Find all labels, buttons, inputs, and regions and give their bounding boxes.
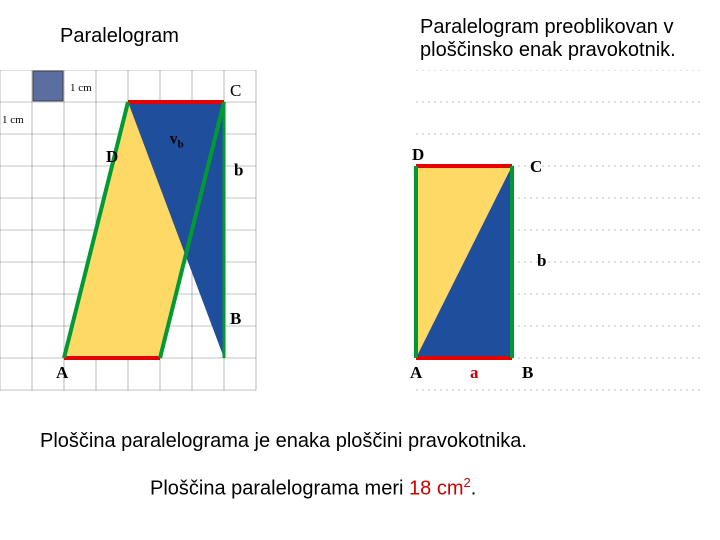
svg-text:1 cm: 1 cm [70, 82, 92, 94]
svg-text:B: B [230, 309, 241, 328]
svg-text:b: b [234, 161, 243, 180]
svg-text:A: A [410, 363, 423, 382]
svg-text:B: B [522, 363, 533, 382]
diagram-area: 1 cm1 cmABCDvbbABCDab [0, 70, 720, 400]
caption-unit: cm [431, 478, 463, 500]
title-right: Paralelogram preoblikovan v ploščinsko e… [420, 16, 700, 62]
caption-value: 18 [409, 478, 431, 500]
caption-line2a: Ploščina paralelograma meri [150, 478, 409, 500]
svg-text:b: b [537, 251, 546, 270]
svg-text:C: C [530, 157, 542, 176]
svg-text:C: C [230, 81, 241, 100]
svg-text:a: a [470, 363, 479, 382]
svg-text:D: D [106, 147, 118, 166]
caption-end: . [471, 478, 477, 500]
svg-text:1 cm: 1 cm [2, 114, 24, 126]
svg-text:A: A [56, 363, 69, 382]
caption-sq: 2 [463, 475, 470, 490]
caption-line2: Ploščina paralelograma meri 18 cm2. [150, 475, 476, 501]
svg-text:D: D [412, 145, 424, 164]
caption-line1: Ploščina paralelograma je enaka ploščini… [40, 430, 527, 453]
diagram-svg: 1 cm1 cmABCDvbbABCDab [0, 70, 720, 400]
title-left: Paralelogram [60, 25, 179, 48]
